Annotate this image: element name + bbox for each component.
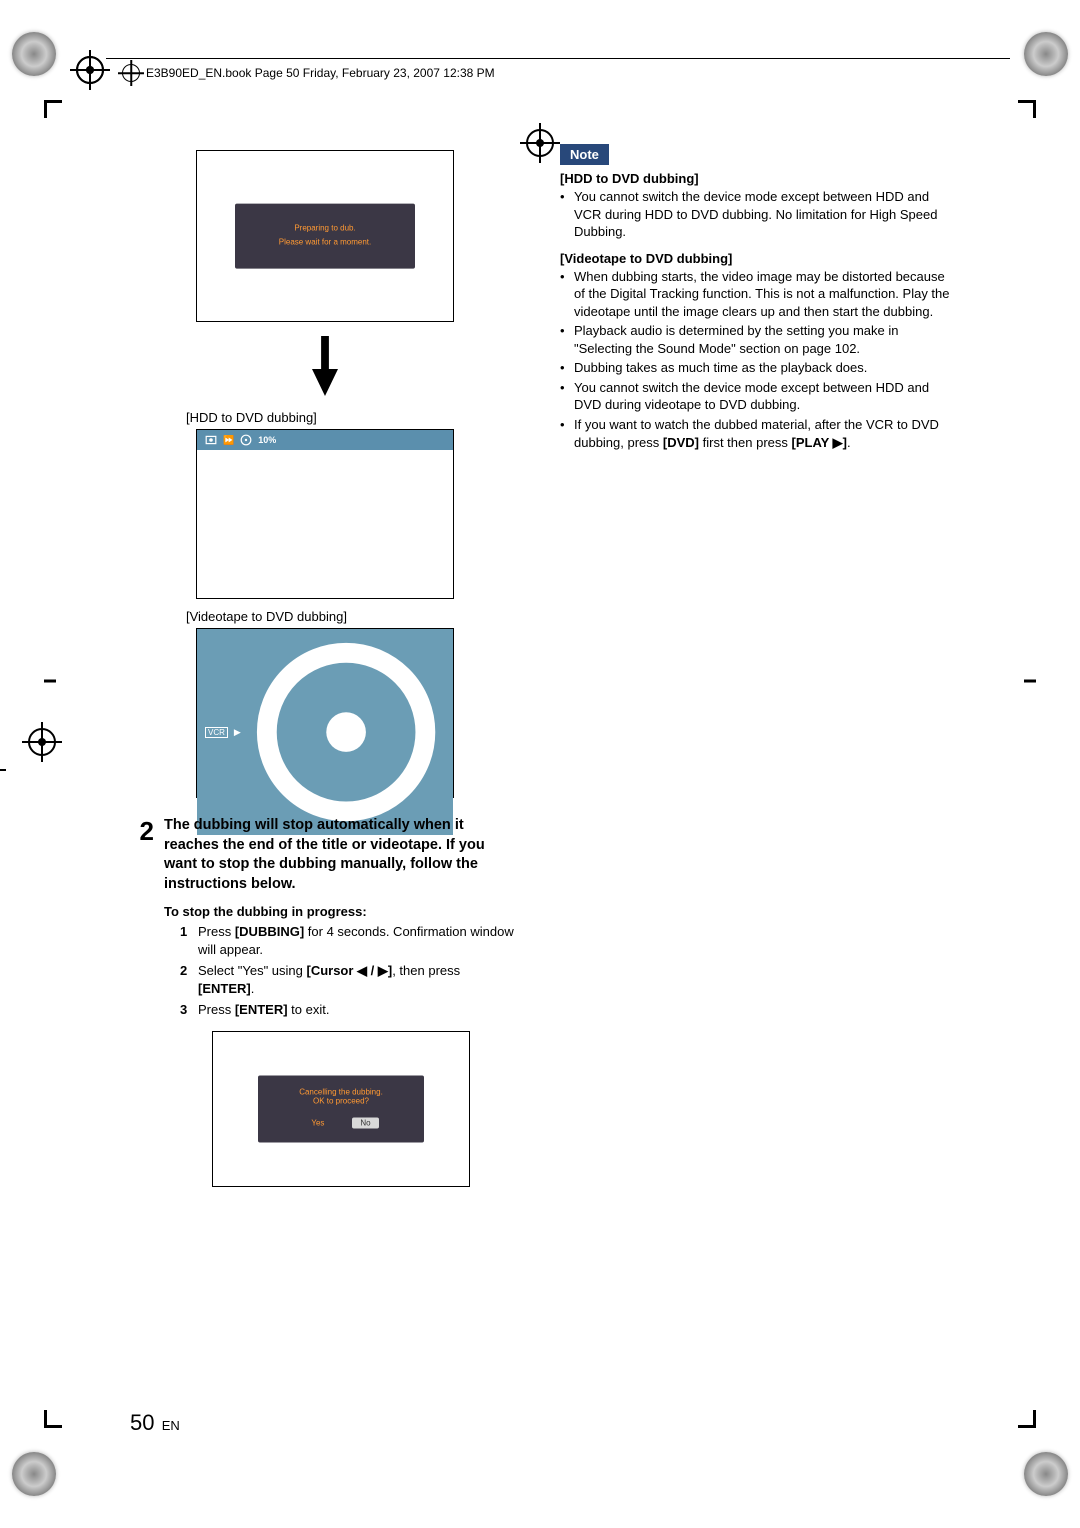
content-area: Preparing to dub. Please wait for a mome… bbox=[130, 144, 950, 1398]
dialog-cancel-line2: OK to proceed? bbox=[274, 1096, 408, 1105]
tick-tl bbox=[44, 100, 62, 118]
crop-circle-tr bbox=[1024, 32, 1068, 76]
fast-forward-icon: ⏩ bbox=[223, 435, 234, 446]
crop-circle-bl bbox=[12, 1452, 56, 1496]
tick-ml bbox=[44, 672, 62, 690]
bullet-list-vcr: •When dubbing starts, the video image ma… bbox=[560, 268, 950, 451]
crop-circle-tl bbox=[12, 32, 56, 76]
crop-target-bl bbox=[76, 56, 104, 84]
label-hdd-dubbing: [HDD to DVD dubbing] bbox=[186, 410, 520, 425]
page-num-value: 50 bbox=[130, 1410, 154, 1435]
screen-vcr-dubbing: VCR ▶ bbox=[196, 628, 454, 798]
header-target-icon bbox=[122, 64, 140, 82]
dialog-line2: Please wait for a moment. bbox=[255, 236, 395, 250]
list-text-2: Select "Yes" using [Cursor ◀ / ▶], then … bbox=[198, 962, 520, 997]
bullet-item: •Dubbing takes as much time as the playb… bbox=[560, 359, 950, 377]
header-filename: E3B90ED_EN.book Page 50 Friday, February… bbox=[116, 64, 501, 82]
status-bar-hdd: ⏩ 10% bbox=[197, 430, 453, 450]
play-icon: ▶ bbox=[234, 727, 241, 738]
status-percent: 10% bbox=[258, 435, 276, 445]
arrow-down-icon bbox=[312, 336, 338, 396]
note-heading-vcr: [Videotape to DVD dubbing] bbox=[560, 251, 950, 266]
numbered-list: 1 Press [DUBBING] for 4 seconds. Confirm… bbox=[180, 923, 520, 1019]
page-lang: EN bbox=[162, 1418, 180, 1433]
status-bar-vcr: VCR ▶ bbox=[197, 629, 453, 835]
bullet-item: •You cannot switch the device mode excep… bbox=[560, 379, 950, 414]
bullet-item: •Playback audio is determined by the set… bbox=[560, 322, 950, 357]
crop-circle-br bbox=[1024, 1452, 1068, 1496]
list-num-2: 2 bbox=[180, 962, 192, 997]
step-number: 2 bbox=[130, 816, 154, 847]
list-num-3: 3 bbox=[180, 1001, 192, 1019]
vcr-icon: VCR bbox=[205, 727, 228, 738]
list-item: 2 Select "Yes" using [Cursor ◀ / ▶], the… bbox=[180, 962, 520, 997]
step-2: 2 The dubbing will stop automatically wh… bbox=[130, 816, 520, 894]
tick-bl bbox=[44, 1410, 62, 1428]
dialog-line1: Preparing to dub. bbox=[255, 222, 395, 236]
hdd-icon bbox=[205, 434, 217, 446]
dvd-icon bbox=[240, 434, 252, 446]
screen-cancel-dialog: Cancelling the dubbing. OK to proceed? Y… bbox=[212, 1031, 470, 1187]
page-number: 50 EN bbox=[130, 1410, 180, 1436]
label-vcr-dubbing: [Videotape to DVD dubbing] bbox=[186, 609, 520, 624]
header-text: E3B90ED_EN.book Page 50 Friday, February… bbox=[146, 66, 495, 80]
yes-button[interactable]: Yes bbox=[303, 1117, 332, 1128]
tick-tr bbox=[1018, 100, 1036, 118]
no-button[interactable]: No bbox=[352, 1117, 378, 1128]
screen-preparing: Preparing to dub. Please wait for a mome… bbox=[196, 150, 454, 322]
list-text-3: Press [ENTER] to exit. bbox=[198, 1001, 520, 1019]
crop-target-ml bbox=[28, 728, 56, 756]
bullet-list-hdd: •You cannot switch the device mode excep… bbox=[560, 188, 950, 241]
bullet-item: •If you want to watch the dubbed materia… bbox=[560, 416, 950, 451]
list-item: 1 Press [DUBBING] for 4 seconds. Confirm… bbox=[180, 923, 520, 958]
screen-hdd-dubbing: ⏩ 10% bbox=[196, 429, 454, 599]
tick-br bbox=[1018, 1410, 1036, 1428]
dialog-cancel: Cancelling the dubbing. OK to proceed? Y… bbox=[258, 1075, 424, 1142]
bullet-item: •When dubbing starts, the video image ma… bbox=[560, 268, 950, 321]
list-item: 3 Press [ENTER] to exit. bbox=[180, 1001, 520, 1019]
bullet-item: •You cannot switch the device mode excep… bbox=[560, 188, 950, 241]
dialog-preparing: Preparing to dub. Please wait for a mome… bbox=[235, 204, 415, 269]
dialog-cancel-line1: Cancelling the dubbing. bbox=[274, 1087, 408, 1096]
tick-mr bbox=[1018, 672, 1036, 690]
list-text-1: Press [DUBBING] for 4 seconds. Confirmat… bbox=[198, 923, 520, 958]
note-heading-hdd: [HDD to DVD dubbing] bbox=[560, 171, 950, 186]
step-text: The dubbing will stop automatically when… bbox=[164, 816, 520, 894]
subhead-stop: To stop the dubbing in progress: bbox=[164, 904, 520, 919]
right-column: Note [HDD to DVD dubbing] •You cannot sw… bbox=[560, 144, 950, 1398]
header-rule bbox=[106, 58, 1010, 59]
left-column: Preparing to dub. Please wait for a mome… bbox=[130, 144, 520, 1398]
list-num-1: 1 bbox=[180, 923, 192, 958]
dvd-icon-2 bbox=[247, 633, 445, 831]
dialog-buttons: Yes No bbox=[274, 1117, 408, 1128]
note-badge: Note bbox=[560, 144, 609, 165]
